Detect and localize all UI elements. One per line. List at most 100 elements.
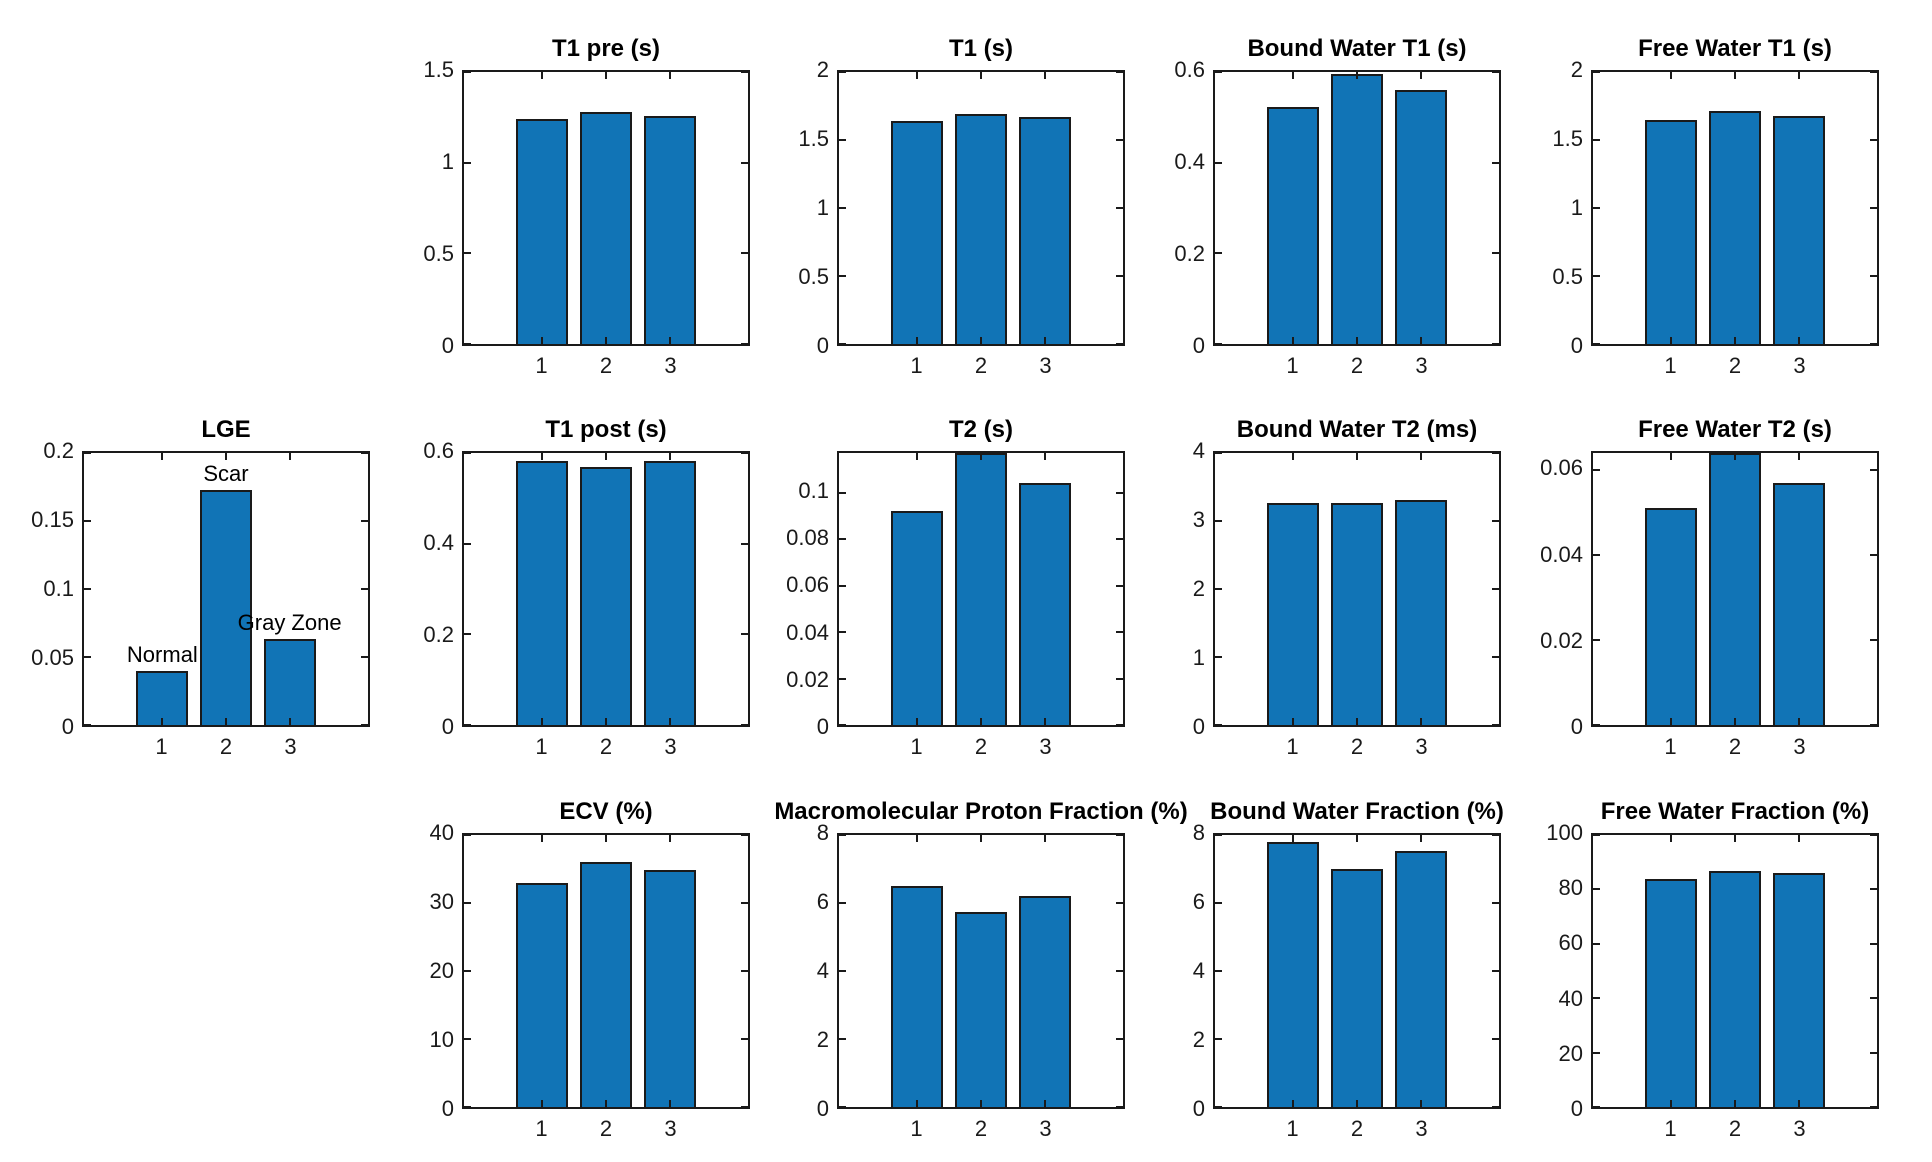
tick-mark xyxy=(916,337,919,344)
tick-mark xyxy=(605,718,607,725)
y-tick-label: 0 xyxy=(1192,1096,1205,1121)
tick-mark xyxy=(1593,275,1600,277)
x-tick-label: 3 xyxy=(664,353,677,378)
tick-mark xyxy=(1492,902,1499,904)
tick-mark xyxy=(741,970,748,972)
plot-row: 0 10 20 30 40 xyxy=(394,822,750,1120)
tick-mark xyxy=(839,631,846,634)
tick-mark xyxy=(1419,1100,1422,1107)
tick-mark xyxy=(1492,161,1499,164)
y-tick-label: 0 xyxy=(1570,1096,1583,1121)
tick-mark xyxy=(84,656,91,658)
tick-mark xyxy=(1116,677,1123,680)
y-tick-label: 0.06 xyxy=(786,572,829,598)
plot-area: Normal Scar Gray Zone xyxy=(82,451,370,727)
tick-mark xyxy=(1734,337,1736,344)
tick-mark xyxy=(1492,1038,1499,1040)
tick-mark xyxy=(541,1100,544,1107)
x-tick-label: 3 xyxy=(284,734,297,759)
tick-mark xyxy=(980,337,982,344)
y-tick-label: 0 xyxy=(1192,714,1205,739)
y-tick-label: 0.02 xyxy=(786,666,829,692)
x-tick-label: 1 xyxy=(910,1116,923,1141)
y-tick-label: 20 xyxy=(1558,1040,1583,1066)
y-axis-labels: 0 0.02 0.04 0.06 xyxy=(1523,451,1591,738)
bar xyxy=(580,861,632,1107)
tick-mark xyxy=(1215,902,1222,904)
tick-mark xyxy=(1116,631,1123,634)
bar xyxy=(891,120,944,344)
y-axis-labels: 0 0.5 1 1.5 xyxy=(394,59,462,357)
tick-mark xyxy=(361,452,368,454)
tick-mark xyxy=(464,970,471,972)
tick-mark xyxy=(916,835,919,842)
tick-mark xyxy=(541,453,544,460)
y-tick-label: 0 xyxy=(816,333,829,358)
tick-mark xyxy=(741,343,748,345)
bar xyxy=(643,869,696,1107)
tick-mark xyxy=(1870,724,1877,726)
tick-mark xyxy=(741,834,748,836)
tick-mark xyxy=(839,71,846,73)
y-tick-label: 1.5 xyxy=(423,57,454,82)
tick-mark xyxy=(541,337,544,344)
x-tick-label: 2 xyxy=(1728,1116,1742,1141)
tick-mark xyxy=(1670,835,1673,842)
y-tick-label: 20 xyxy=(429,958,454,983)
tick-mark xyxy=(1870,554,1877,556)
bar xyxy=(580,466,632,725)
x-tick-label: 3 xyxy=(1793,1116,1806,1141)
bar xyxy=(891,511,944,725)
y-tick-label: 0.4 xyxy=(423,530,454,555)
chart-free-water-t2: Free Water T2 (s) 0 0.02 0.04 0.06 1 2 3 xyxy=(1523,413,1879,761)
x-axis-labels: 1 2 3 xyxy=(1213,727,1501,761)
plot-area xyxy=(1591,451,1879,727)
tick-mark xyxy=(1292,72,1295,79)
tick-mark xyxy=(1043,453,1046,460)
tick-mark xyxy=(741,542,748,545)
y-tick-label: 0.2 xyxy=(43,438,74,463)
tick-mark xyxy=(1215,970,1222,972)
tick-mark xyxy=(541,718,544,725)
tick-mark xyxy=(980,453,982,460)
y-tick-label: 1 xyxy=(816,195,829,220)
x-tick-label: 3 xyxy=(1039,1116,1052,1141)
y-tick-label: 0 xyxy=(61,714,74,739)
y-tick-label: 6 xyxy=(1192,889,1205,914)
y-tick-label: 1 xyxy=(441,149,454,174)
tick-mark xyxy=(741,452,748,454)
tick-mark xyxy=(1492,724,1499,726)
tick-mark xyxy=(916,453,919,460)
bar-annotation: Scar xyxy=(203,460,249,486)
bar xyxy=(1394,851,1447,1107)
tick-mark xyxy=(741,724,748,726)
bar xyxy=(200,489,252,725)
tick-mark xyxy=(1593,639,1600,641)
tick-mark xyxy=(1215,1106,1222,1108)
chart-title: T2 (s) xyxy=(948,416,1013,443)
tick-mark xyxy=(464,71,471,73)
chart-title: T1 post (s) xyxy=(545,416,667,443)
bar xyxy=(136,670,189,725)
y-tick-label: 2 xyxy=(1192,576,1205,601)
x-axis-labels: 1 2 3 xyxy=(1591,1109,1879,1143)
y-tick-label: 0 xyxy=(441,333,454,358)
plot-row: 0 0.2 0.4 0.6 xyxy=(1145,59,1501,357)
bar xyxy=(1331,869,1383,1107)
tick-mark xyxy=(741,1106,748,1108)
tick-mark xyxy=(1215,520,1222,522)
x-tick-label: 2 xyxy=(1350,734,1364,759)
bar xyxy=(580,111,632,344)
plot-row: 0 1 2 3 4 xyxy=(1145,440,1501,738)
bar xyxy=(643,115,696,344)
y-tick-label: 0.2 xyxy=(1174,241,1205,266)
y-tick-label: 0.6 xyxy=(423,438,454,463)
y-axis-labels: 0 0.02 0.04 0.06 0.08 0.1 xyxy=(769,451,837,738)
tick-mark xyxy=(541,72,544,79)
tick-mark xyxy=(839,584,846,587)
chart-title: Free Water Fraction (%) xyxy=(1600,798,1870,825)
tick-mark xyxy=(605,337,607,344)
bar xyxy=(1267,842,1320,1107)
tick-mark xyxy=(1492,252,1499,255)
tick-mark xyxy=(980,72,982,79)
